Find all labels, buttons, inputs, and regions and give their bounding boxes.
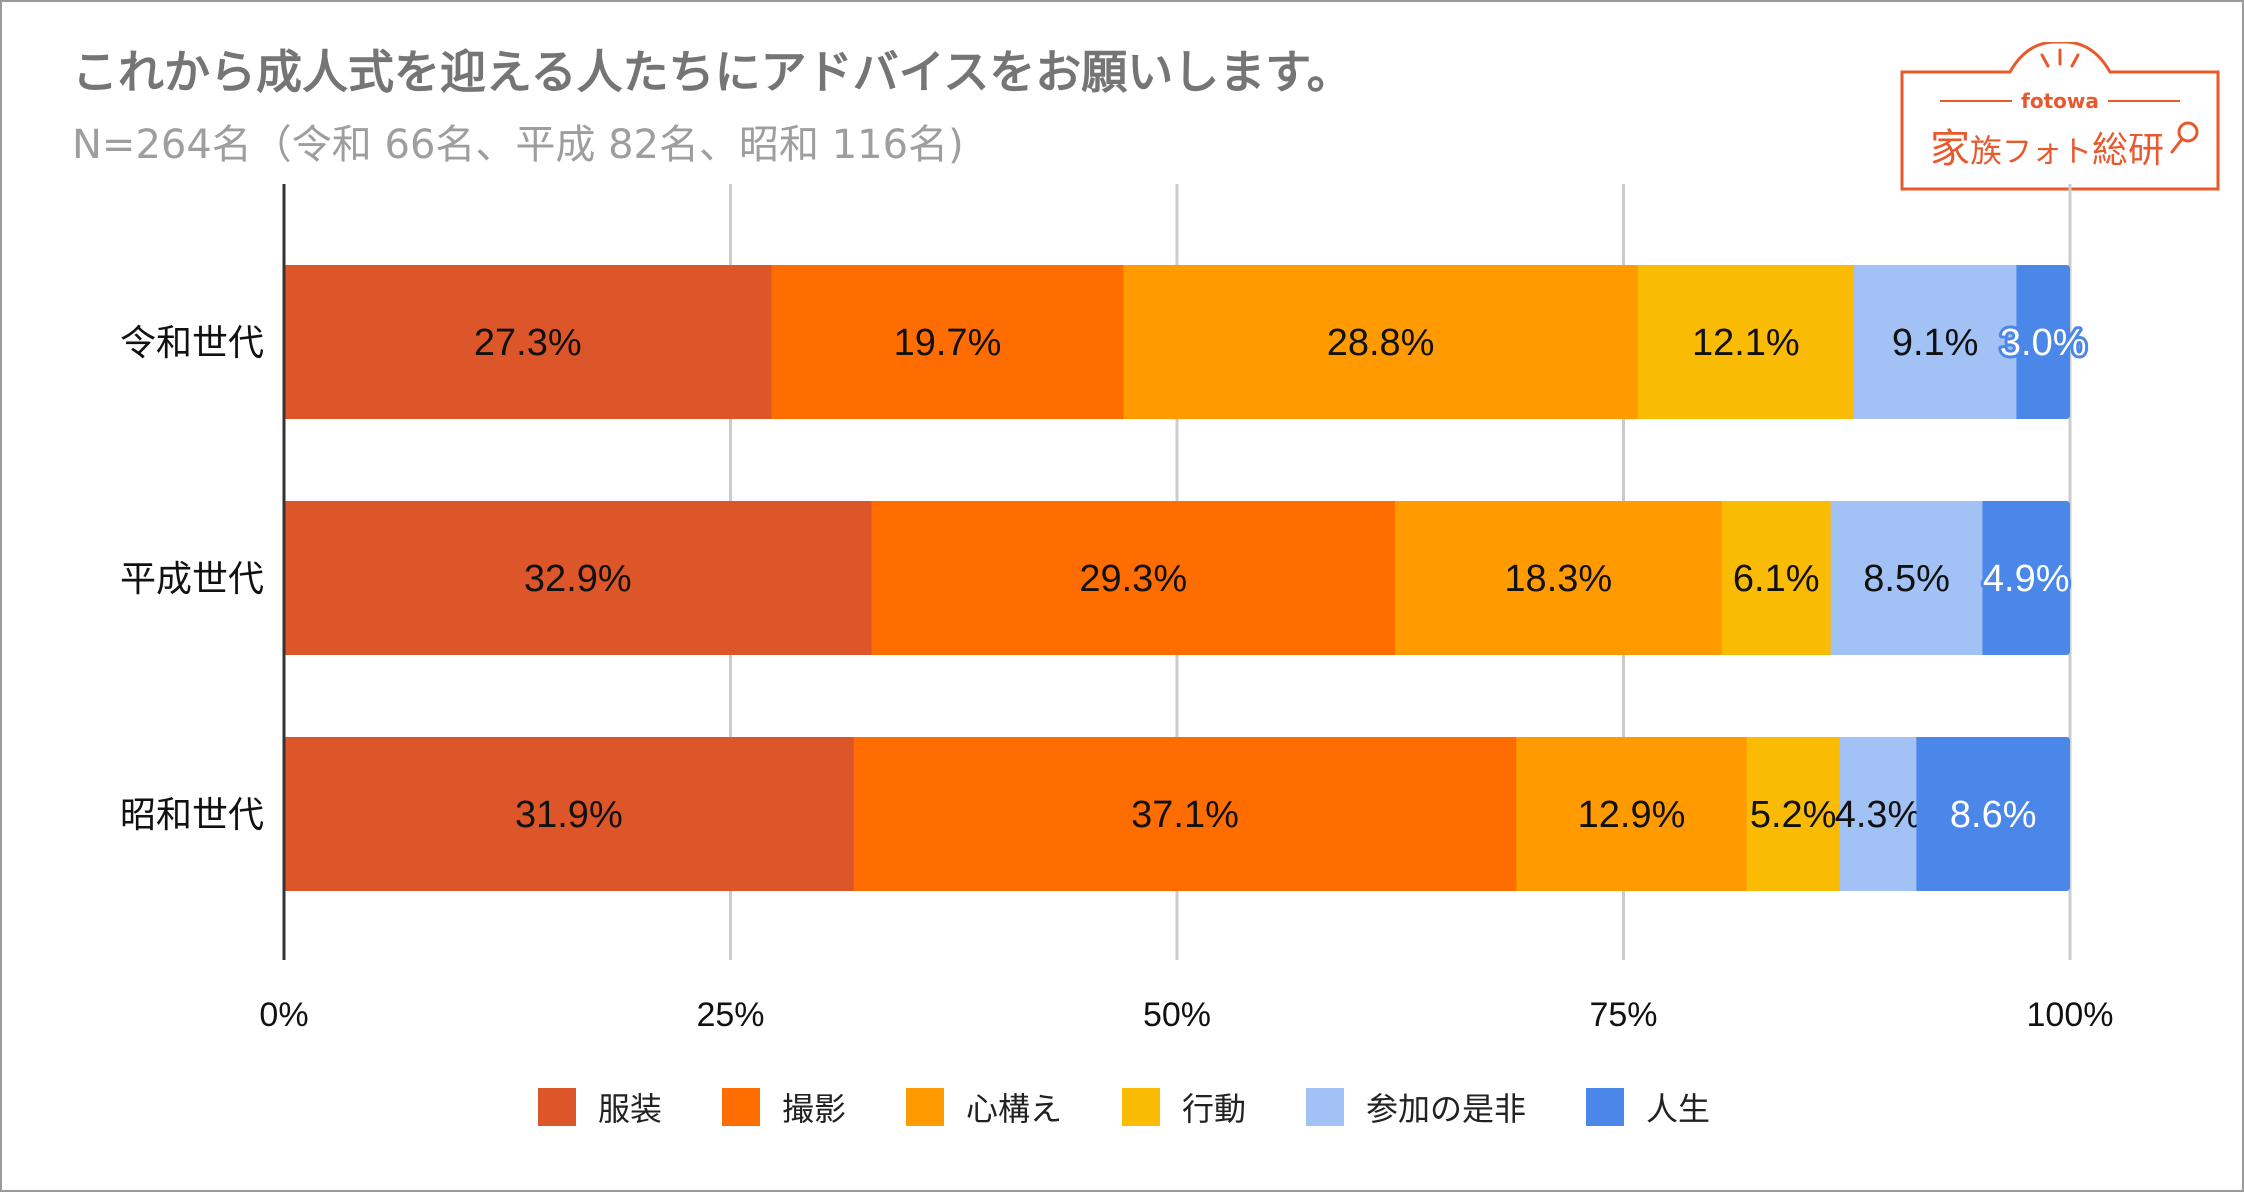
logo-name-tail: 総研 (2092, 130, 2165, 171)
data-label: 8.6% (1950, 794, 2037, 836)
legend-swatch (905, 1088, 944, 1126)
bar-segment (1637, 265, 1855, 419)
bar-segment (1394, 501, 1723, 655)
legend-label: 心構え (965, 1090, 1062, 1128)
data-label: 18.3% (1504, 558, 1612, 600)
bar-segment (1516, 737, 1748, 891)
x-tick-label: 100% (2027, 996, 2114, 1034)
legend-item: 心構え (905, 1084, 1062, 1130)
data-label: 8.5% (1863, 558, 1950, 600)
legend-swatch (721, 1088, 760, 1126)
data-label: 4.9% (1983, 558, 2070, 600)
legend-swatch (1122, 1088, 1160, 1126)
data-label: 12.9% (1578, 794, 1686, 836)
category-label: 昭和世代 (120, 795, 264, 836)
chart-legend: 服装 撮影 心構え 行動 参加の是非 人生 (2, 1084, 2244, 1130)
logo-name: 家族フォト総研 (1930, 116, 2164, 174)
legend-item: 行動 (1122, 1084, 1246, 1130)
data-label: 32.9% (524, 558, 632, 600)
bar-segment (284, 737, 855, 891)
data-label: 27.3% (474, 322, 582, 364)
bar-segment (1830, 501, 1984, 655)
bar-segment (284, 501, 873, 655)
logo-name-small: 族 (1970, 132, 2003, 170)
legend-swatch (537, 1088, 576, 1126)
x-tick-label: 75% (1589, 996, 1657, 1034)
bar-segment (1839, 737, 1918, 891)
data-label: 9.1% (1892, 322, 1979, 364)
bar-segment (871, 501, 1396, 655)
legend-swatch (1306, 1088, 1345, 1126)
data-label: 3.0% (2000, 322, 2087, 364)
bar-segment (2016, 265, 2070, 419)
bar-segment (1853, 265, 2018, 419)
category-label: 平成世代 (120, 559, 264, 600)
bar-segment (1721, 501, 1832, 655)
data-label: 4.3% (1835, 794, 1922, 836)
x-tick-label: 25% (696, 996, 764, 1034)
x-tick-label: 50% (1143, 996, 1211, 1034)
legend-label: 行動 (1182, 1090, 1247, 1128)
bar-segment (284, 265, 773, 419)
legend-label: 撮影 (781, 1090, 846, 1128)
chart-title: これから成人式を迎える人たちにアドバイスをお願いします。 (72, 45, 1353, 99)
chart-subtitle: N=264名（令和 66名、平成 82名、昭和 116名) (72, 122, 964, 168)
data-label: 28.8% (1327, 322, 1435, 364)
data-label: 29.3% (1079, 558, 1187, 600)
legend-item: 撮影 (721, 1084, 846, 1130)
x-tick-label: 0% (259, 996, 308, 1034)
stacked-bar-chart: 0% 25% 50% 75% 100% 27.3% 19.7% 28.8% 12.1% 9.1% 3… (120, 184, 2114, 1034)
legend-item: 人生 (1586, 1084, 1710, 1130)
bar-segment (1123, 265, 1639, 419)
category-label: 令和世代 (120, 323, 264, 364)
bar-segment (1746, 737, 1841, 891)
fotowa-logo: fotowa 家族フォト総研 (1900, 40, 2220, 192)
logo-name-main: 家 (1930, 126, 1970, 172)
bar-segment (1982, 501, 2070, 655)
bar-segment (853, 737, 1517, 891)
legend-label: 参加の是非 (1366, 1090, 1527, 1128)
bar-segment (771, 265, 1125, 419)
data-label: 6.1% (1733, 558, 1820, 600)
logo-brand: fotowa (2021, 89, 2099, 113)
data-label: 19.7% (894, 322, 1002, 364)
data-label: 5.2% (1750, 794, 1837, 836)
logo-frame-icon (1900, 40, 2220, 191)
data-label: 31.9% (515, 794, 623, 836)
legend-label: 服装 (597, 1090, 662, 1128)
legend-item: 参加の是非 (1306, 1084, 1526, 1130)
bar-segment (1916, 737, 2070, 891)
data-label: 37.1% (1131, 794, 1239, 836)
legend-item: 服装 (537, 1084, 662, 1130)
legend-label: 人生 (1646, 1090, 1711, 1128)
logo-name-kana: フォト (2002, 135, 2093, 170)
data-label: 12.1% (1692, 322, 1800, 364)
legend-swatch (1586, 1088, 1625, 1126)
